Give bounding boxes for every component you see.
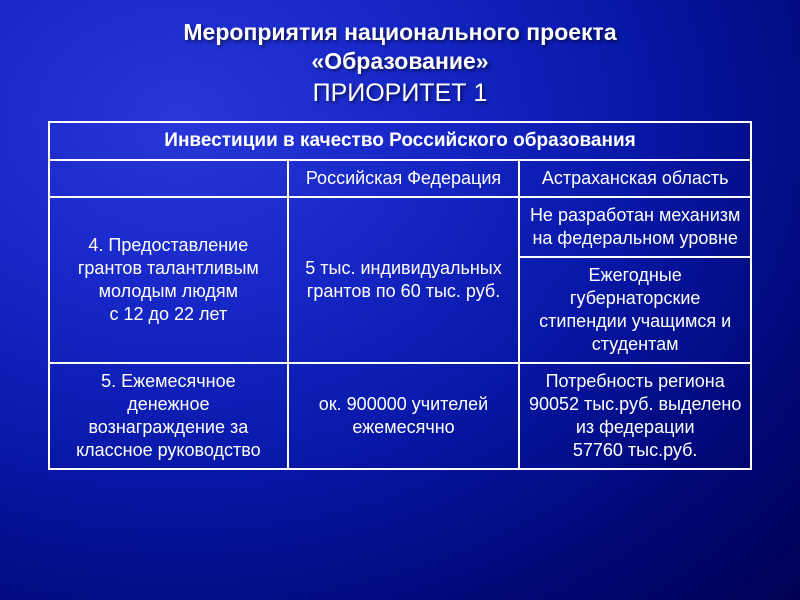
title-line-1: Мероприятия национального проекта xyxy=(34,18,766,47)
row4-col1-line1: 4. Предоставление грантов талантливым мо… xyxy=(58,234,279,303)
row4-col3b: Ежегодные губернаторские стипендии учащи… xyxy=(519,257,751,363)
subheader-col3: Астраханская область xyxy=(519,160,751,197)
title-line-3: ПРИОРИТЕТ 1 xyxy=(34,78,766,109)
slide: Мероприятия национального проекта «Образ… xyxy=(0,0,800,600)
table-row: 4. Предоставление грантов талантливым мо… xyxy=(49,197,751,257)
table-row: Инвестиции в качество Российского образо… xyxy=(49,122,751,160)
table-row: 5. Ежемесячное денежное вознаграждение з… xyxy=(49,363,751,469)
slide-title: Мероприятия национального проекта «Образ… xyxy=(34,18,766,109)
row4-col2: 5 тыс. индивидуальных грантов по 60 тыс.… xyxy=(288,197,520,363)
row5-col1: 5. Ежемесячное денежное вознаграждение з… xyxy=(49,363,288,469)
row4-col1-line2: с 12 до 22 лет xyxy=(58,303,279,326)
row4-col3a: Не разработан механизм на федеральном ур… xyxy=(519,197,751,257)
table-row: Российская Федерация Астраханская област… xyxy=(49,160,751,197)
row5-col3-line1: Потребность региона 90052 тыс.руб. выдел… xyxy=(528,370,742,439)
row5-col3-line2: 57760 тыс.руб. xyxy=(528,439,742,462)
row5-col2: ок. 900000 учителей ежемесячно xyxy=(288,363,520,469)
table-container: Инвестиции в качество Российского образо… xyxy=(48,121,752,471)
table-header: Инвестиции в качество Российского образо… xyxy=(49,122,751,160)
row4-col1: 4. Предоставление грантов талантливым мо… xyxy=(49,197,288,363)
row5-col3: Потребность региона 90052 тыс.руб. выдел… xyxy=(519,363,751,469)
subheader-col2: Российская Федерация xyxy=(288,160,520,197)
title-line-2: «Образование» xyxy=(34,47,766,76)
subheader-empty xyxy=(49,160,288,197)
investments-table: Инвестиции в качество Российского образо… xyxy=(48,121,752,471)
